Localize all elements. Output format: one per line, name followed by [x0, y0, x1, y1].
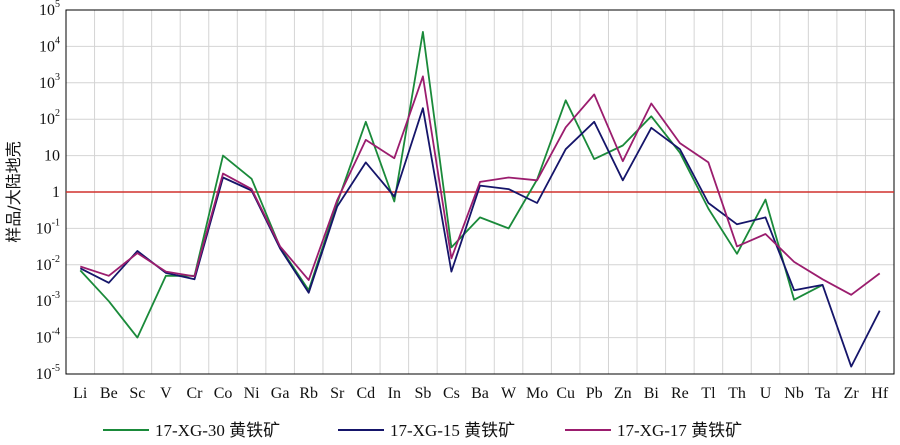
x-tick-label: V: [160, 385, 172, 402]
x-tick-label: Zn: [614, 385, 632, 402]
x-tick-label: Sr: [330, 385, 345, 402]
legend-label-2: 17-XG-15 黄铁矿: [390, 421, 515, 440]
y-tick-label: 105: [39, 0, 60, 19]
x-tick-label: Cs: [443, 385, 460, 402]
x-tick-label: Re: [671, 385, 689, 402]
x-tick-label: Sb: [414, 385, 431, 402]
x-tick-label: Tl: [701, 385, 716, 402]
x-tick-label: Pb: [586, 385, 603, 402]
x-tick-label: Sc: [129, 385, 145, 402]
x-tick-label: Th: [728, 385, 746, 402]
x-tick-label: Be: [100, 385, 118, 402]
x-tick-label: U: [760, 385, 772, 402]
x-tick-label: Nb: [784, 385, 804, 402]
x-tick-labels: Li Be Sc V Cr Co Ni Ga Rb Sr Cd In Sb Cs Ba W Mo Cu Pb Zn Bi…: [73, 385, 889, 402]
x-tick-label: Ni: [244, 385, 261, 402]
x-tick-label: Cr: [186, 385, 203, 402]
series-line-3: [80, 75, 881, 296]
y-tick-label: 10-5: [36, 363, 60, 383]
y-tick-label: 10: [44, 148, 60, 165]
series-lines: [79, 31, 881, 368]
x-tick-label: Rb: [299, 385, 318, 402]
y-tick-label: 10-3: [36, 290, 60, 310]
x-tick-label: Cd: [356, 385, 375, 402]
legend-label-3: 17-XG-17 黄铁矿: [617, 421, 742, 440]
x-tick-label: Ta: [815, 385, 831, 402]
y-tick-label: 1: [52, 184, 60, 201]
x-tick-label: Li: [73, 385, 88, 402]
y-axis-label: 样品/大陆地壳: [4, 141, 23, 242]
x-tick-label: Ba: [471, 385, 489, 402]
x-tick-label: Cu: [556, 385, 575, 402]
legend: 17-XG-30 黄铁矿 17-XG-15 黄铁矿 17-XG-17 黄铁矿: [103, 421, 742, 440]
y-tick-label: 103: [39, 72, 60, 92]
legend-label-1: 17-XG-30 黄铁矿: [155, 421, 280, 440]
x-tick-label: Ga: [271, 385, 290, 402]
y-tick-label: 10-2: [36, 254, 60, 274]
y-tick-label: 102: [39, 108, 60, 128]
x-tick-label: Zr: [844, 385, 860, 402]
x-tick-label: Co: [214, 385, 233, 402]
x-tick-label: W: [501, 385, 517, 402]
y-tick-label: 104: [39, 35, 60, 55]
y-tick-label: 10-4: [36, 327, 60, 347]
x-tick-label: Mo: [526, 385, 548, 402]
series-line-1: [79, 31, 824, 339]
x-tick-label: Hf: [871, 385, 889, 402]
x-tick-label: In: [388, 385, 401, 402]
series-line-2: [79, 107, 881, 368]
x-tick-label: Bi: [644, 385, 660, 402]
y-tick-label: 10-1: [36, 217, 60, 237]
